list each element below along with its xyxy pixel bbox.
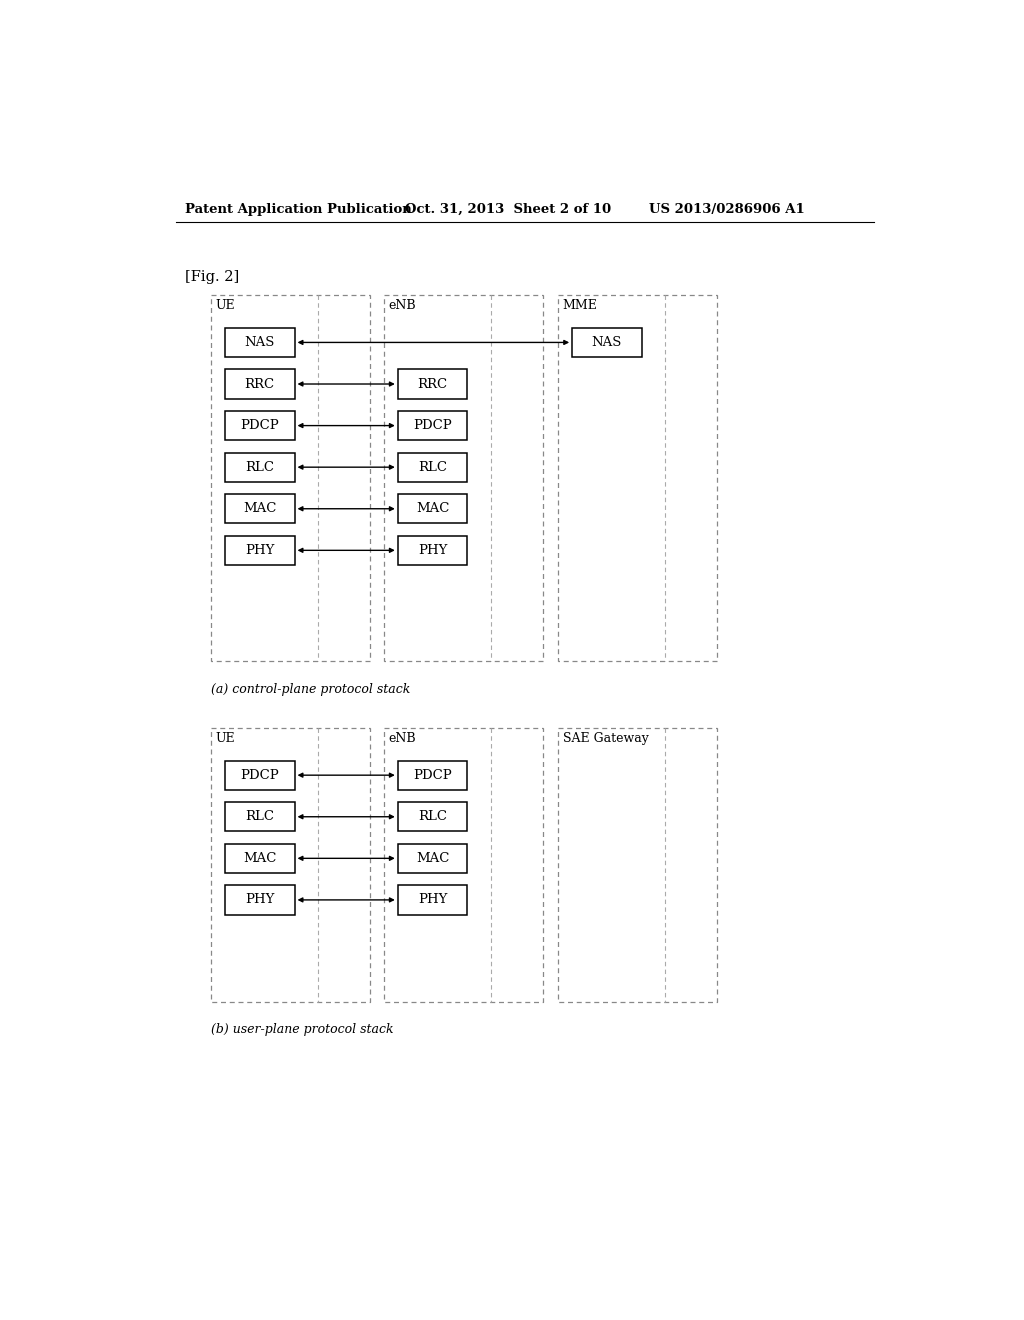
Bar [225, 760, 295, 789]
Text: Patent Application Publication: Patent Application Publication [184, 203, 412, 216]
Text: MAC: MAC [416, 851, 450, 865]
Text: PHY: PHY [418, 544, 447, 557]
Text: MAC: MAC [416, 502, 450, 515]
Text: US 2013/0286906 A1: US 2013/0286906 A1 [649, 203, 805, 216]
Bar [225, 886, 295, 915]
Text: PDCP: PDCP [414, 418, 452, 432]
Text: PDCP: PDCP [241, 768, 280, 781]
Bar [225, 803, 295, 832]
Text: NAS: NAS [245, 335, 274, 348]
Text: UE: UE [216, 733, 236, 744]
Text: eNB: eNB [388, 733, 416, 744]
Text: RLC: RLC [418, 810, 447, 824]
Text: MAC: MAC [243, 851, 276, 865]
Text: PHY: PHY [245, 894, 274, 907]
Text: [Fig. 2]: [Fig. 2] [184, 271, 239, 284]
Bar [225, 411, 295, 441]
Bar [397, 370, 467, 399]
Text: MAC: MAC [243, 502, 276, 515]
Bar [397, 536, 467, 565]
Text: MME: MME [563, 300, 598, 313]
Text: Oct. 31, 2013  Sheet 2 of 10: Oct. 31, 2013 Sheet 2 of 10 [406, 203, 611, 216]
Bar [397, 411, 467, 441]
Bar [397, 803, 467, 832]
Bar [225, 843, 295, 873]
Bar [397, 453, 467, 482]
Text: RLC: RLC [418, 461, 447, 474]
Text: PHY: PHY [418, 894, 447, 907]
Bar [397, 843, 467, 873]
Bar [225, 453, 295, 482]
Text: (b) user-plane protocol stack: (b) user-plane protocol stack [211, 1023, 393, 1036]
Bar [225, 327, 295, 358]
Text: NAS: NAS [592, 335, 623, 348]
Bar [397, 886, 467, 915]
Text: eNB: eNB [388, 300, 416, 313]
Bar [572, 327, 642, 358]
Text: PHY: PHY [245, 544, 274, 557]
Text: PDCP: PDCP [241, 418, 280, 432]
Text: RLC: RLC [246, 461, 274, 474]
Text: PDCP: PDCP [414, 768, 452, 781]
Bar [225, 370, 295, 399]
Bar [397, 494, 467, 524]
Bar [225, 494, 295, 524]
Bar [225, 536, 295, 565]
Text: RRC: RRC [245, 378, 274, 391]
Text: RLC: RLC [246, 810, 274, 824]
Text: SAE Gateway: SAE Gateway [563, 733, 648, 744]
Bar [397, 760, 467, 789]
Text: (a) control-plane protocol stack: (a) control-plane protocol stack [211, 682, 411, 696]
Text: UE: UE [216, 300, 236, 313]
Text: RRC: RRC [418, 378, 447, 391]
